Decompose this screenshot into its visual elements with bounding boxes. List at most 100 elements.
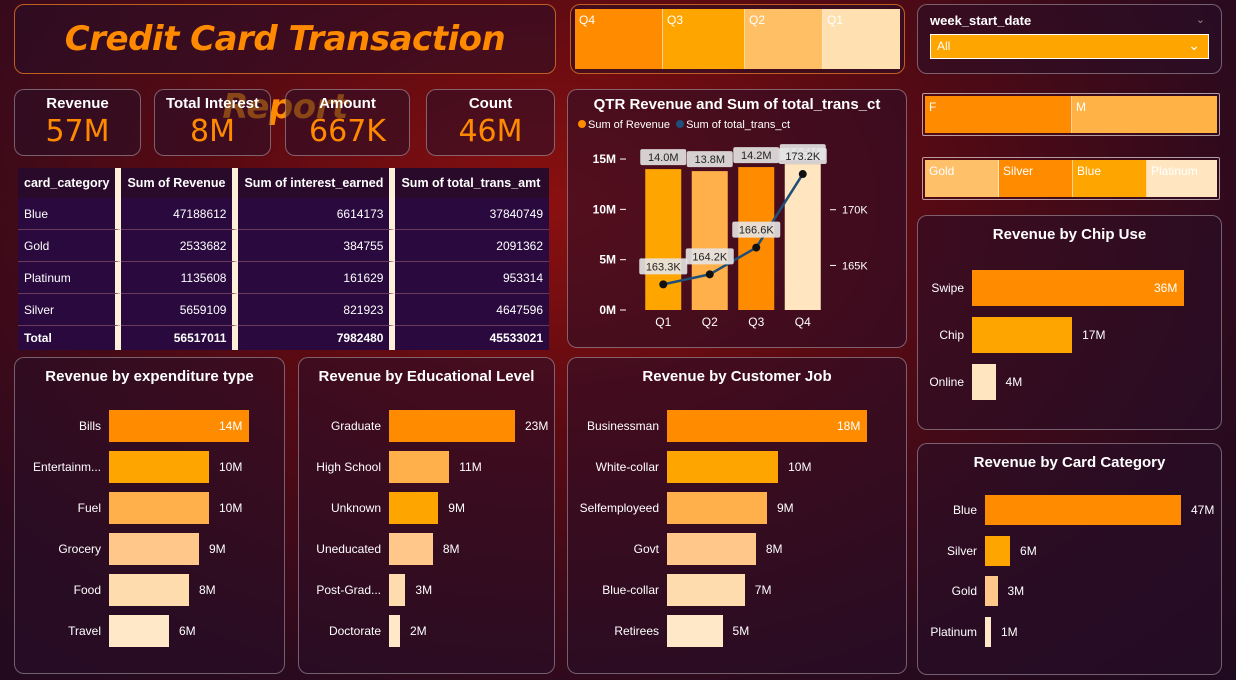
kpi-amount: Amount 667K	[285, 89, 410, 156]
card-slicer-gold[interactable]: Gold	[925, 160, 999, 197]
bar-category-label: Selfemployeed	[579, 501, 659, 515]
y-axis-tick-label: 15M	[593, 152, 616, 166]
bar[interactable]	[972, 364, 996, 400]
x-axis-tick-label: Q1	[655, 315, 671, 329]
bar-value-label: 14M	[219, 419, 243, 433]
bar[interactable]	[667, 492, 767, 524]
quarter-slicer-q4[interactable]: Q4	[575, 9, 663, 69]
week-filter-dropdown[interactable]: All ⌄	[930, 34, 1209, 59]
collapse-chevron-icon[interactable]: ⌄	[1195, 14, 1205, 26]
card-slicer-blue[interactable]: Blue	[1073, 160, 1147, 197]
table-cell: 47188612	[121, 198, 239, 230]
chip-use-title: Revenue by Chip Use	[992, 226, 1147, 243]
bar[interactable]	[109, 492, 209, 524]
bar[interactable]	[109, 615, 169, 647]
table-header[interactable]: Sum of Revenue	[121, 168, 239, 198]
bar[interactable]	[389, 615, 400, 647]
bar-category-label: Doctorate	[328, 624, 381, 638]
x-axis-tick-label: Q3	[748, 315, 764, 329]
table-cell: 6614173	[238, 198, 396, 230]
table-row: Gold 2533682 384755 2091362	[18, 230, 549, 262]
quarter-slicer-q2[interactable]: Q2	[745, 9, 823, 69]
revenue-data-label-box	[733, 147, 780, 164]
bar-value-label: 9M	[209, 542, 226, 556]
bar[interactable]	[985, 535, 1011, 566]
table-cell: 37840749	[395, 198, 549, 230]
table-header[interactable]: Sum of interest_earned	[238, 168, 396, 198]
bar-value-label: 36M	[1154, 281, 1178, 295]
y2-axis-tick-label: 170K	[842, 205, 868, 217]
quarter-slicer-q4-label: Q4	[579, 13, 596, 27]
table-cell: 1135608	[121, 262, 239, 294]
qtr-chart-title: QTR Revenue and Sum of total_trans_ct	[593, 96, 881, 113]
bar[interactable]	[985, 495, 1181, 525]
quarter-slicer-q2-label: Q2	[749, 13, 766, 27]
bar[interactable]	[972, 270, 1184, 306]
quarter-slicer-q1[interactable]: Q1	[823, 9, 900, 69]
table-header[interactable]: Sum of total_trans_amt	[395, 168, 549, 198]
card-slicer-silver-label: Silver	[1003, 164, 1034, 178]
qtr-chart-legend: Sum of Revenue Sum of total_trans_ct	[578, 119, 906, 131]
card-slicer-silver[interactable]: Silver	[999, 160, 1073, 197]
bar[interactable]	[389, 533, 433, 565]
bar-category-label: Govt	[633, 542, 659, 556]
bar[interactable]	[667, 451, 779, 483]
bar-value-label: 47M	[1191, 503, 1215, 517]
table-row: Blue 47188612 6614173 37840749	[18, 198, 549, 230]
card-category-table: card_category Sum of Revenue Sum of inte…	[18, 168, 549, 350]
bar-category-label: Graduate	[330, 419, 381, 433]
quarter-slicer[interactable]: Q4 Q3 Q2 Q1	[570, 4, 905, 74]
revenue-data-label: 14.0M	[648, 152, 679, 164]
bar[interactable]	[109, 410, 249, 442]
card-slicer-platinum-label: Platinum	[1151, 164, 1198, 178]
education-panel: Revenue by Educational Level Graduate 23M…	[298, 357, 555, 674]
bar[interactable]	[109, 533, 199, 565]
table-cell: 5659109	[121, 294, 239, 326]
bar-value-label: 7M	[754, 583, 772, 597]
bar[interactable]	[389, 451, 450, 483]
table-cell: Silver	[18, 294, 122, 326]
revenue-data-label: 14.2M	[741, 150, 772, 162]
card-category-slicer[interactable]: Gold Silver Blue Platinum	[922, 157, 1220, 200]
quarter-slicer-q3-label: Q3	[667, 13, 684, 27]
education-title: Revenue by Educational Level	[318, 368, 535, 385]
kpi-amount-value: 667K	[309, 114, 386, 149]
bar[interactable]	[985, 616, 991, 647]
kpi-total-interest-value: 8M	[190, 114, 235, 149]
bar-category-label: Platinum	[930, 624, 977, 639]
bar[interactable]	[667, 533, 756, 565]
bar[interactable]	[389, 410, 515, 442]
table-cell: Platinum	[18, 262, 122, 294]
quarter-slicer-q3[interactable]: Q3	[663, 9, 745, 69]
card-slicer-blue-label: Blue	[1077, 164, 1102, 178]
bar[interactable]	[109, 451, 209, 483]
bar[interactable]	[985, 576, 998, 606]
card-slicer-platinum[interactable]: Platinum	[1147, 160, 1217, 197]
table-header[interactable]: card_category	[18, 168, 122, 198]
revenue-bar	[645, 169, 682, 310]
gender-slicer[interactable]: F M	[922, 93, 1220, 136]
gender-slicer-f[interactable]: F	[925, 96, 1072, 133]
table-total-row: Total 56517011 7982480 45533021	[18, 326, 549, 350]
customer-job-panel: Revenue by Customer Job Businessman 18M Wh…	[567, 357, 907, 674]
gender-slicer-m[interactable]: M	[1072, 96, 1217, 133]
table-cell: 161629	[238, 262, 396, 294]
revenue-bar	[784, 164, 821, 310]
trans-ct-point	[798, 170, 807, 179]
bar[interactable]	[667, 574, 745, 606]
table-total-cell: 45533021	[395, 326, 549, 350]
table-row: Silver 5659109 821923 4647596	[18, 294, 549, 326]
bar[interactable]	[667, 410, 867, 442]
bar-value-label: 23M	[525, 419, 549, 433]
week-filter-label: week_start_date	[930, 13, 1032, 28]
bar-value-label: 6M	[179, 624, 196, 638]
bar-category-label: Retirees	[614, 624, 659, 638]
bar[interactable]	[389, 492, 439, 524]
bar[interactable]	[972, 317, 1073, 353]
bar[interactable]	[667, 615, 723, 647]
trans-ct-data-label-box	[732, 221, 781, 238]
quarter-slicer-q1-label: Q1	[827, 13, 844, 27]
bar[interactable]	[109, 574, 189, 606]
bar[interactable]	[389, 574, 406, 606]
table-cell: 953314	[395, 262, 549, 294]
